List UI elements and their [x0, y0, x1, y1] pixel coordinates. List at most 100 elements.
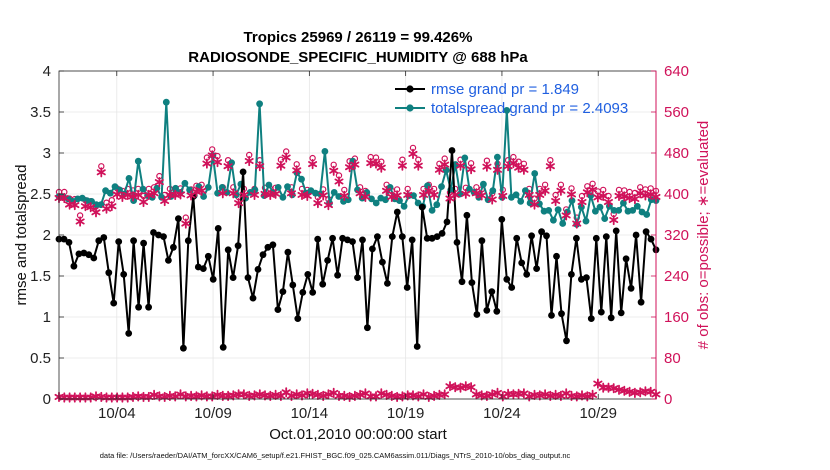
- obs-evaluated-point: [519, 164, 529, 175]
- spread-point: [610, 207, 618, 214]
- rmse-point: [518, 259, 526, 267]
- obs-evaluated-point: [413, 160, 423, 171]
- asterisk-stroke: [212, 159, 223, 166]
- legend: rmse grand pr = 1.849 totalspread grand …: [395, 81, 628, 117]
- obs-evaluated-low-point: [440, 389, 450, 400]
- asterisk-stroke: [197, 392, 207, 399]
- asterisk-stroke: [466, 166, 476, 173]
- rmse-point: [234, 242, 242, 250]
- asterisk-stroke: [75, 218, 85, 225]
- rmse-point: [100, 234, 108, 241]
- obs-evaluated-point: [477, 190, 487, 201]
- asterisk-stroke: [86, 204, 96, 211]
- obs-evaluated-point: [403, 189, 413, 201]
- obs-evaluated-point: [540, 185, 550, 196]
- obs-evaluated-point: [371, 158, 381, 169]
- spread-point: [643, 211, 651, 218]
- obs-evaluated-low-point: [588, 389, 598, 401]
- rmse-point: [110, 299, 118, 307]
- asterisk-stroke: [619, 387, 629, 394]
- ticks: 10/04 10/09 10/14 10/19 10/24 10/29 0 0.5 1 1.5 2 2…: [30, 63, 689, 422]
- spread-point: [522, 187, 529, 195]
- asterisk-stroke: [181, 220, 191, 227]
- y2-tick-label: 80: [664, 350, 681, 367]
- obs-evaluated-low-point: [609, 383, 619, 394]
- x-tick-label: 10/24: [483, 405, 521, 422]
- x-axis-label: Oct.01,2010 00:00:00 start: [269, 426, 447, 443]
- y2-tick-label: 400: [664, 186, 689, 203]
- obs-evaluated-point: [286, 188, 297, 199]
- asterisk-stroke: [297, 392, 307, 399]
- obs-evaluated-point: [440, 159, 450, 170]
- obs-evaluated-point: [339, 190, 349, 202]
- asterisk-stroke: [619, 193, 629, 200]
- asterisk-stroke: [376, 164, 386, 171]
- y-tick-label: 3.5: [30, 104, 51, 121]
- asterisk-stroke: [117, 193, 127, 200]
- asterisk-stroke: [487, 196, 497, 203]
- asterisk-stroke: [276, 162, 286, 169]
- asterisk-stroke: [556, 392, 566, 399]
- spread-point: [438, 183, 445, 191]
- spread-point: [181, 179, 189, 187]
- rmse-point: [140, 239, 148, 247]
- obs-evaluated-point: [228, 188, 238, 199]
- rmse-point: [170, 243, 177, 251]
- rmse-point: [254, 266, 262, 273]
- asterisk-stroke: [561, 212, 571, 219]
- asterisk-stroke: [609, 385, 619, 392]
- legend-rmse-label: rmse grand pr = 1.849: [431, 81, 579, 98]
- asterisk-stroke: [313, 391, 323, 398]
- asterisk-stroke: [381, 391, 392, 398]
- rmse-point: [568, 271, 575, 278]
- asterisk-stroke: [614, 386, 624, 393]
- asterisk-stroke: [128, 193, 138, 200]
- obs-evaluated-low-point: [487, 389, 497, 400]
- legend-rmse-marker: [406, 85, 414, 93]
- obs-evaluated-point: [498, 190, 508, 202]
- rmse-point: [105, 269, 113, 277]
- rmse-point: [543, 232, 550, 240]
- asterisk-stroke: [492, 166, 503, 173]
- spread-point: [372, 199, 380, 207]
- asterisk-stroke: [609, 216, 619, 224]
- asterisk-stroke: [524, 393, 534, 400]
- asterisk-stroke: [160, 197, 170, 205]
- rmse-point: [403, 284, 411, 291]
- asterisk-stroke: [381, 187, 392, 194]
- rmse-point: [175, 215, 182, 223]
- asterisk-stroke: [556, 187, 566, 194]
- rmse-point: [642, 228, 650, 236]
- rmse-point: [274, 306, 282, 313]
- spread-point: [461, 154, 469, 162]
- spread-point: [633, 202, 641, 210]
- rmse-point: [443, 218, 451, 226]
- rmse-point: [329, 234, 336, 242]
- asterisk-stroke: [239, 191, 249, 198]
- rmse-point: [538, 228, 545, 236]
- spread-point: [512, 191, 520, 199]
- obs-evaluated-point: [128, 191, 138, 202]
- obs-evaluated-point: [455, 160, 466, 171]
- rmse-point: [314, 235, 322, 243]
- x-tick-label: 10/29: [579, 405, 617, 422]
- rmse-point: [359, 236, 366, 244]
- asterisk-stroke: [186, 192, 196, 199]
- rmse-point: [115, 238, 123, 246]
- asterisk-stroke: [461, 190, 471, 197]
- rmse-point: [160, 233, 167, 241]
- obs-evaluated-point: [160, 195, 170, 207]
- asterisk-stroke: [630, 195, 640, 203]
- obs-evaluated-point: [577, 196, 587, 208]
- obs-evaluated-point: [207, 150, 217, 161]
- y2-tick-label: 640: [664, 63, 689, 80]
- rmse-point: [319, 280, 327, 288]
- asterisk-stroke: [371, 160, 381, 167]
- asterisk-stroke: [292, 167, 302, 174]
- spread-point: [494, 153, 501, 161]
- rmse-point: [493, 307, 501, 315]
- asterisk-stroke: [276, 392, 286, 399]
- asterisk-stroke: [524, 191, 534, 198]
